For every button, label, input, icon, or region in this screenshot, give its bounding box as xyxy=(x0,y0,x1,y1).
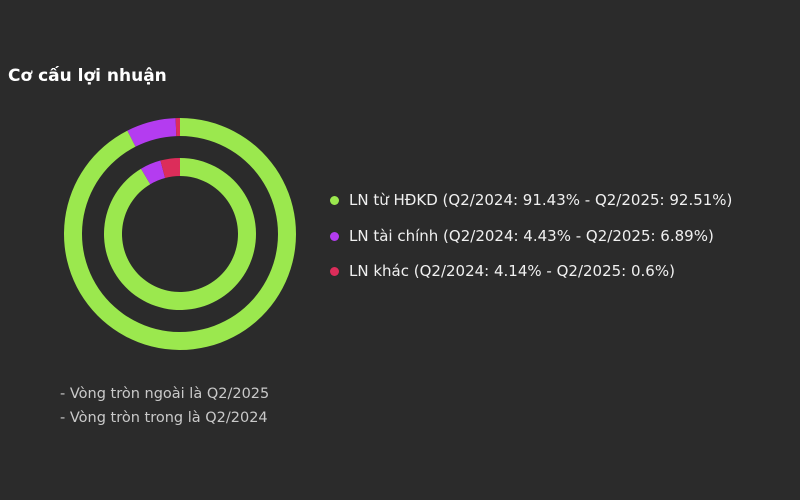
outer-ring-slice-ln-tu-hdkd xyxy=(64,118,296,350)
donut-chart xyxy=(64,118,296,350)
legend-dot xyxy=(330,266,339,276)
outer-ring-slice-ln-khac xyxy=(175,118,180,137)
legend-item-ln-tai-chinh: LN tài chính (Q2/2024: 4.43% - Q2/2025: … xyxy=(330,224,732,248)
inner-ring-slice-ln-khac xyxy=(160,158,180,178)
outer-ring-q2-2025 xyxy=(64,118,296,350)
legend-dot xyxy=(330,231,339,241)
legend-dot xyxy=(330,195,339,205)
ring-notes: - Vòng tròn ngoài là Q2/2025 - Vòng tròn… xyxy=(60,382,269,430)
note-outer-ring: - Vòng tròn ngoài là Q2/2025 xyxy=(60,386,270,402)
legend-label: LN tài chính (Q2/2024: 4.43% - Q2/2025: … xyxy=(349,227,714,245)
note-inner-ring: - Vòng tròn trong là Q2/2024 xyxy=(60,410,268,426)
inner-ring-q2-2024 xyxy=(103,158,256,310)
legend-item-ln-khac: LN khác (Q2/2024: 4.14% - Q2/2025: 0.6%) xyxy=(330,259,732,283)
legend-label: LN từ HĐKD (Q2/2024: 91.43% - Q2/2025: 9… xyxy=(349,191,733,209)
inner-ring-slice-ln-tai-chinh xyxy=(141,160,166,185)
outer-ring-slice-ln-tai-chinh xyxy=(127,118,177,147)
chart-title: Cơ cấu lợi nhuận xyxy=(8,66,167,86)
inner-ring-slice-ln-tu-hdkd xyxy=(103,158,256,310)
legend: LN từ HĐKD (Q2/2024: 91.43% - Q2/2025: 9… xyxy=(330,188,732,295)
legend-label: LN khác (Q2/2024: 4.14% - Q2/2025: 0.6%) xyxy=(349,262,675,280)
legend-item-ln-hdkd: LN từ HĐKD (Q2/2024: 91.43% - Q2/2025: 9… xyxy=(330,188,732,212)
